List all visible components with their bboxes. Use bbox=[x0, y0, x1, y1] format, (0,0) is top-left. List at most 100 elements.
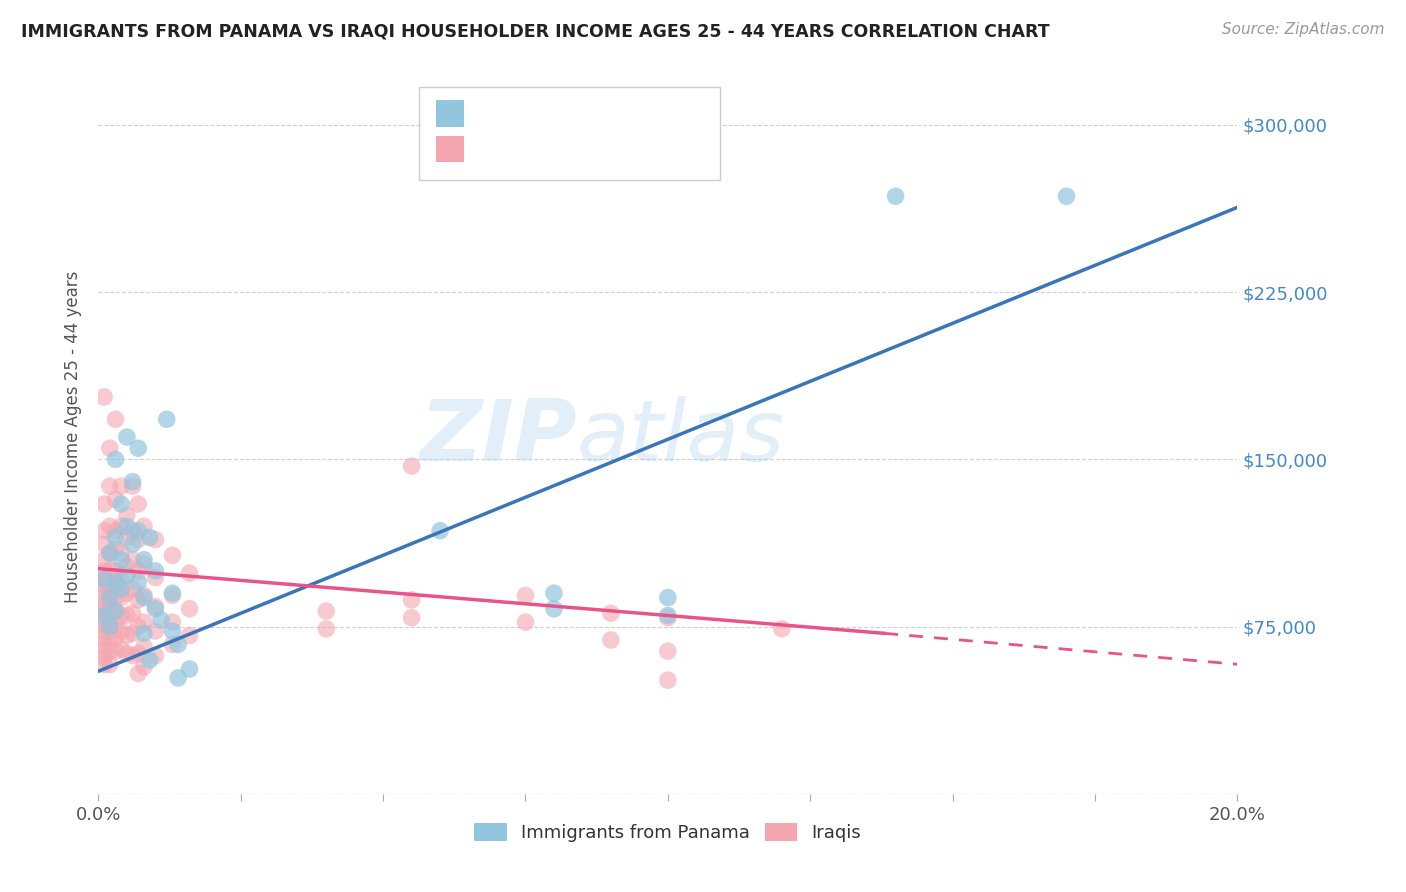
Point bbox=[127, 533, 149, 547]
Point bbox=[115, 628, 138, 642]
Point bbox=[104, 412, 127, 426]
Point bbox=[132, 557, 155, 572]
Point bbox=[115, 530, 138, 544]
Point bbox=[93, 598, 115, 612]
Point bbox=[93, 591, 115, 605]
Point bbox=[156, 412, 179, 426]
Point bbox=[115, 559, 138, 574]
Point bbox=[98, 564, 121, 578]
Point bbox=[884, 189, 907, 203]
Point bbox=[127, 497, 149, 511]
Point bbox=[115, 519, 138, 533]
Point bbox=[98, 631, 121, 645]
Text: IMMIGRANTS FROM PANAMA VS IRAQI HOUSEHOLDER INCOME AGES 25 - 44 YEARS CORRELATIO: IMMIGRANTS FROM PANAMA VS IRAQI HOUSEHOL… bbox=[21, 22, 1050, 40]
Point bbox=[104, 591, 127, 605]
Point bbox=[543, 602, 565, 616]
Point bbox=[657, 591, 679, 605]
Point bbox=[127, 592, 149, 607]
Point bbox=[104, 604, 127, 618]
Point bbox=[110, 497, 132, 511]
Point bbox=[145, 599, 167, 614]
Point bbox=[93, 573, 115, 587]
Point bbox=[93, 564, 115, 578]
Point bbox=[145, 602, 167, 616]
Point bbox=[104, 604, 127, 618]
Point bbox=[93, 637, 115, 651]
Point bbox=[110, 479, 132, 493]
Point bbox=[315, 604, 337, 618]
Point bbox=[98, 519, 121, 533]
Point bbox=[104, 577, 127, 591]
Point bbox=[179, 566, 201, 581]
Point bbox=[115, 430, 138, 444]
Point bbox=[315, 622, 337, 636]
Point bbox=[127, 441, 149, 455]
Point bbox=[98, 591, 121, 605]
Point bbox=[93, 657, 115, 672]
Point bbox=[110, 546, 132, 560]
Point bbox=[132, 589, 155, 603]
Point bbox=[179, 662, 201, 676]
Point bbox=[145, 564, 167, 578]
Point bbox=[93, 604, 115, 618]
Point bbox=[132, 660, 155, 674]
Point bbox=[104, 541, 127, 556]
Point bbox=[104, 574, 127, 589]
Point bbox=[657, 673, 679, 687]
Point bbox=[657, 610, 679, 624]
Point bbox=[132, 640, 155, 654]
Point bbox=[104, 492, 127, 507]
Point bbox=[93, 631, 115, 645]
Point bbox=[657, 608, 679, 623]
Point bbox=[121, 552, 143, 567]
Point bbox=[98, 546, 121, 560]
Point bbox=[121, 648, 143, 663]
Point bbox=[162, 589, 184, 603]
Point bbox=[110, 582, 132, 596]
Point bbox=[93, 617, 115, 632]
Point bbox=[121, 582, 143, 596]
Point bbox=[110, 608, 132, 623]
Point bbox=[150, 613, 173, 627]
Point bbox=[110, 624, 132, 639]
Point bbox=[145, 571, 167, 585]
Point bbox=[121, 479, 143, 493]
Point bbox=[132, 519, 155, 533]
Point bbox=[104, 452, 127, 467]
Text: Source: ZipAtlas.com: Source: ZipAtlas.com bbox=[1222, 22, 1385, 37]
Point bbox=[543, 586, 565, 600]
Point bbox=[145, 533, 167, 547]
Point bbox=[98, 617, 121, 632]
Point bbox=[515, 589, 537, 603]
Point bbox=[127, 619, 149, 633]
Point bbox=[167, 637, 190, 651]
Point bbox=[98, 479, 121, 493]
Point bbox=[121, 607, 143, 621]
Point bbox=[162, 615, 184, 630]
Point bbox=[110, 642, 132, 657]
Point bbox=[93, 571, 115, 585]
Point bbox=[98, 644, 121, 658]
Point bbox=[600, 607, 623, 621]
Point bbox=[115, 646, 138, 660]
Point bbox=[104, 524, 127, 538]
Point bbox=[127, 646, 149, 660]
Point bbox=[132, 615, 155, 630]
Point bbox=[401, 592, 423, 607]
Point bbox=[110, 519, 132, 533]
Point bbox=[132, 626, 155, 640]
Point bbox=[167, 671, 190, 685]
Point bbox=[162, 548, 184, 563]
Point bbox=[93, 583, 115, 598]
Point bbox=[401, 610, 423, 624]
Point bbox=[98, 604, 121, 618]
Point bbox=[127, 524, 149, 538]
Point bbox=[98, 591, 121, 605]
Point bbox=[132, 591, 155, 605]
Point bbox=[162, 624, 184, 639]
Point bbox=[93, 610, 115, 624]
Point bbox=[104, 631, 127, 645]
Point bbox=[93, 608, 115, 623]
Point bbox=[115, 508, 138, 523]
Text: ZIP: ZIP bbox=[419, 395, 576, 479]
